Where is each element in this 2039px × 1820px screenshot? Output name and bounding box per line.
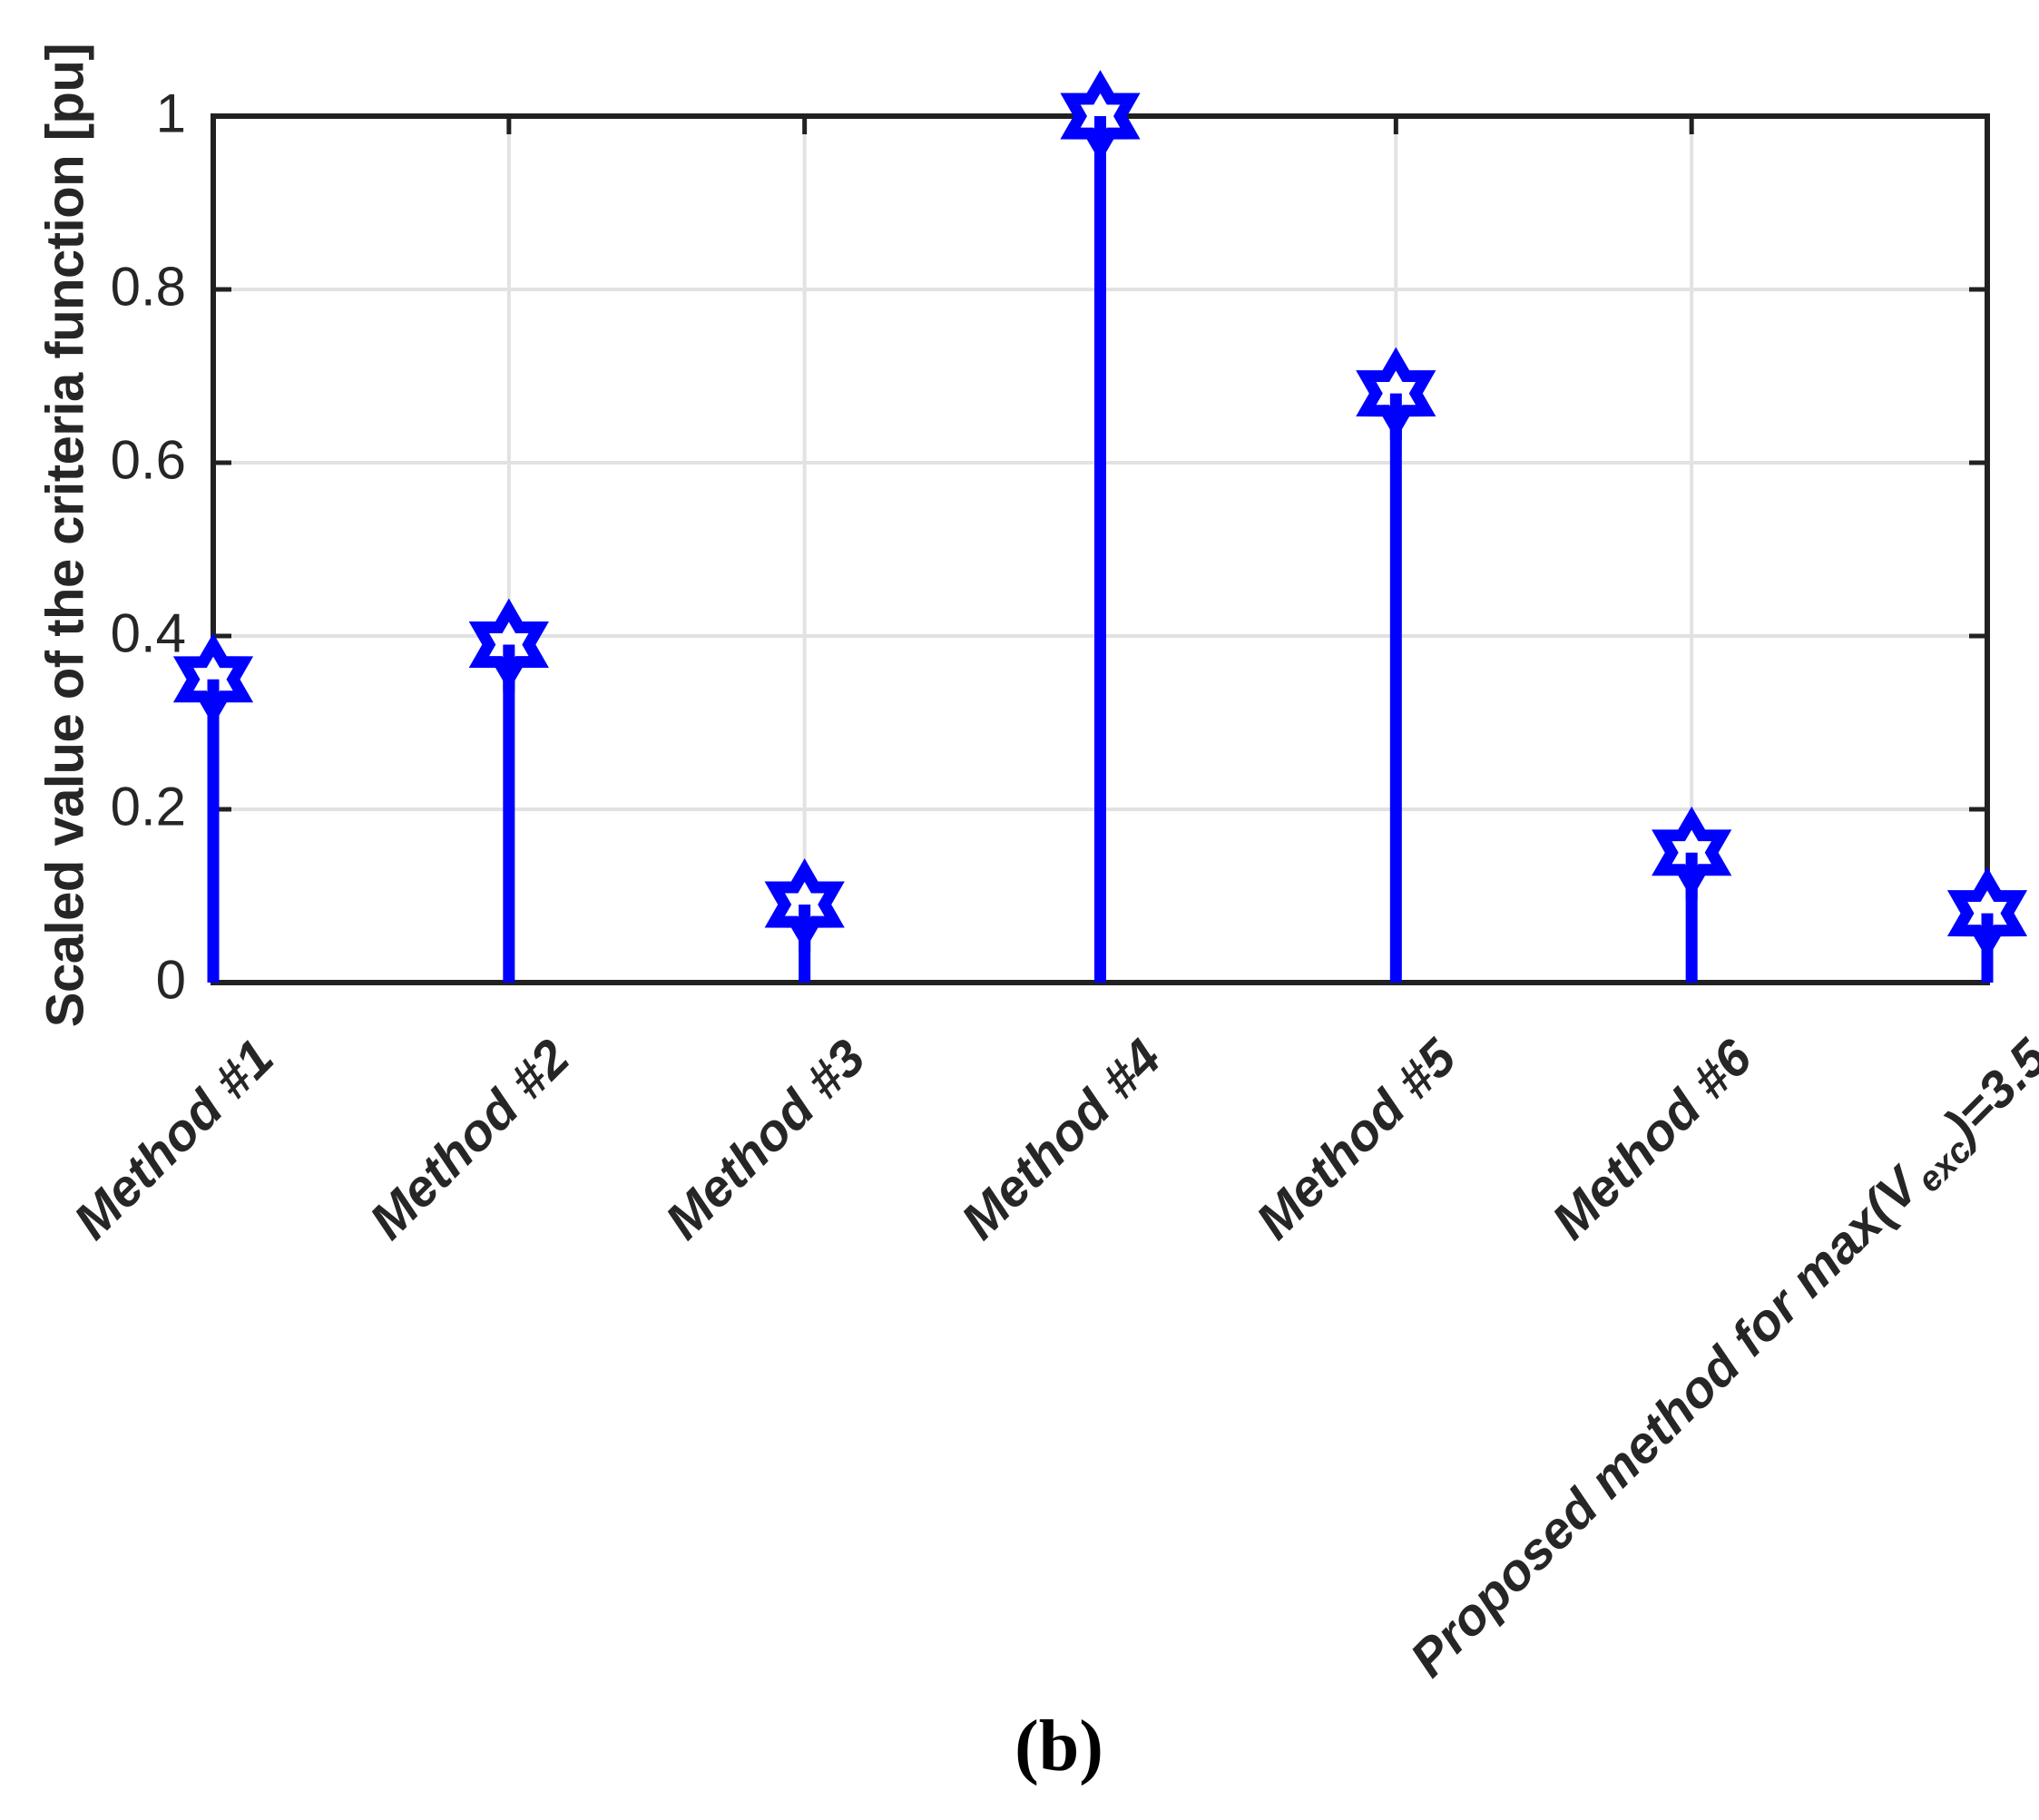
y-axis-tick-label: 0.6 — [110, 429, 186, 491]
caption-open-paren: ( — [1015, 1707, 1039, 1786]
y-axis-tick-label: 0.2 — [110, 776, 186, 837]
y-axis-title: Scaled value of the criteria function [p… — [35, 43, 95, 1028]
caption-close-paren: ) — [1079, 1707, 1103, 1786]
y-axis-tick-label: 0.4 — [110, 602, 186, 664]
figure-caption: (b) — [1015, 1706, 1103, 1788]
y-axis-tick-label: 0 — [155, 949, 186, 1011]
y-axis-tick-label: 1 — [155, 83, 186, 144]
caption-letter: b — [1038, 1707, 1080, 1786]
y-axis-tick-label: 0.8 — [110, 256, 186, 318]
